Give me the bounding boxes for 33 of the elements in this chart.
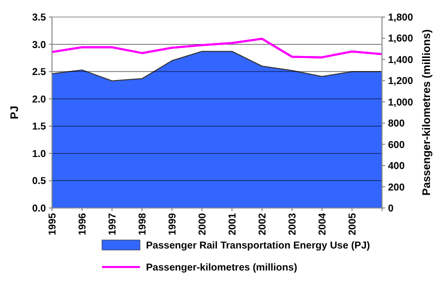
y-tick-label: 0.0 bbox=[32, 204, 46, 214]
x-tick-label: 2004 bbox=[318, 212, 328, 236]
x-tick-label: 2002 bbox=[258, 212, 268, 236]
y2-tick-label: 1,600 bbox=[388, 34, 414, 45]
y2-tick-label: 0 bbox=[388, 204, 394, 214]
x-tick-label: 1996 bbox=[78, 212, 88, 236]
y-tick-label: 0.5 bbox=[32, 176, 46, 188]
y-tick-label: 3.5 bbox=[32, 12, 46, 24]
x-tick-label: 2000 bbox=[198, 212, 208, 236]
x-tick-label: 1998 bbox=[138, 212, 148, 236]
y2-tick-label: 1,200 bbox=[388, 76, 414, 88]
x-tick-label: 2005 bbox=[348, 212, 358, 236]
y2-tick-label: 1,800 bbox=[388, 12, 414, 24]
y-tick-label: 2.0 bbox=[32, 94, 46, 106]
x-tick-label: 1999 bbox=[168, 212, 178, 236]
x-tick-label: 1997 bbox=[108, 212, 118, 236]
y2-tick-label: 1,400 bbox=[388, 54, 414, 66]
y-tick-label: 2.5 bbox=[32, 67, 46, 78]
y2-tick-label: 200 bbox=[388, 182, 406, 194]
y2-tick-label: 600 bbox=[388, 140, 406, 151]
y2-tick-label: 400 bbox=[388, 161, 406, 172]
y-axis-title: PJ bbox=[8, 106, 21, 120]
y2-tick-label: 800 bbox=[388, 118, 406, 130]
legend-label: Passenger Rail Transportation Energy Use (PJ) bbox=[146, 240, 370, 252]
y-tick-label: 3.0 bbox=[32, 40, 46, 51]
y2-axis-title: Passenger-kilometres (millions) bbox=[420, 29, 433, 196]
y-tick-label: 1.0 bbox=[32, 148, 46, 160]
y-tick-label: 1.5 bbox=[32, 122, 46, 133]
legend-label: Passenger-kilometres (millions) bbox=[146, 262, 298, 274]
x-tick-label: 2003 bbox=[288, 212, 298, 236]
y2-tick-label: 1,000 bbox=[388, 97, 414, 108]
x-tick-label: 2001 bbox=[228, 212, 238, 236]
x-tick-label: 1995 bbox=[48, 212, 58, 236]
